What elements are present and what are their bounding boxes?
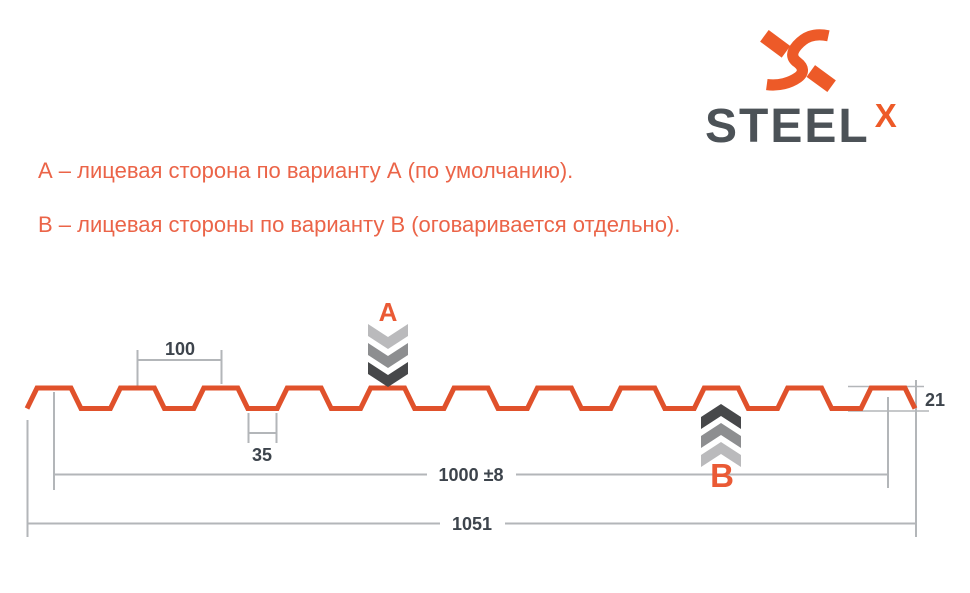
logo-x-top-left-arm <box>760 30 791 58</box>
marker-a-chevron-3 <box>368 362 408 387</box>
marker-b: В <box>701 404 741 494</box>
steelx-logo-icon <box>760 29 836 93</box>
marker-a-chevron-2 <box>368 343 408 368</box>
dim-label-overall-width: 1051 <box>452 514 492 534</box>
marker-b-chevron-2 <box>701 423 741 448</box>
wordmark-steel-text: STEEL <box>705 100 870 153</box>
dim-label-height: 21 <box>925 390 945 410</box>
marker-a-chevrons <box>368 324 408 387</box>
dim-valley-width: 35 <box>247 413 278 465</box>
profile-outline <box>24 385 918 411</box>
dim-label-valley-width: 35 <box>252 445 272 465</box>
steelx-wordmark: STEEL X <box>705 97 897 155</box>
marker-b-chevron-1 <box>701 404 741 429</box>
marker-a-chevron-1 <box>368 324 408 349</box>
dim-pitch: 100 <box>136 339 223 388</box>
marker-b-label: В <box>710 457 734 494</box>
note-variant-b: В – лицевая стороны по варианту В (огова… <box>38 212 681 237</box>
marker-b-chevrons <box>701 404 741 467</box>
dim-label-pitch: 100 <box>165 339 195 359</box>
logo-x-bottom-right-arm <box>806 65 836 93</box>
wordmark-x-suffix: X <box>874 97 897 134</box>
dim-working-width: 1000 ±8 <box>53 392 889 490</box>
dim-label-working-width: 1000 ±8 <box>439 465 504 485</box>
logo-x-s-curve <box>766 29 830 91</box>
marker-a: А <box>368 297 408 387</box>
marker-b-chevron-3 <box>701 442 741 467</box>
note-variant-a: А – лицевая сторона по варианту А (по ум… <box>38 158 574 183</box>
marker-a-label: А <box>379 297 398 327</box>
